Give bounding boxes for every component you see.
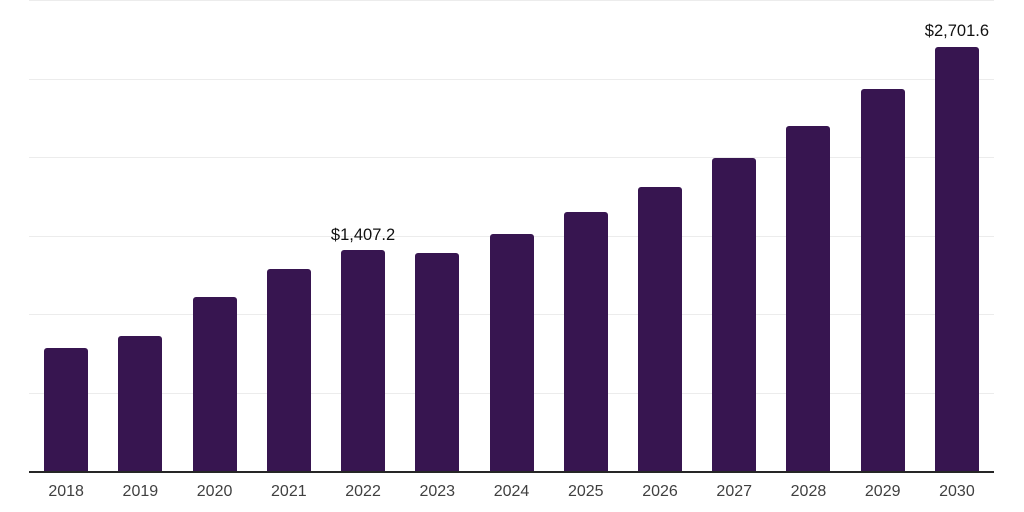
gridline (29, 0, 994, 1)
x-axis-tick-label: 2028 (790, 483, 827, 500)
bar-slot (400, 0, 474, 471)
bar (415, 253, 460, 471)
bar (934, 46, 979, 471)
bars-row: $1,407.2 $2,701.6 (29, 0, 994, 471)
gridline (29, 79, 994, 80)
bar (341, 250, 386, 471)
bar-slot (474, 0, 548, 471)
bar (563, 211, 608, 471)
bar-slot: $2,701.6 (920, 0, 994, 471)
x-axis-tick-label: 2021 (271, 483, 307, 500)
bar (44, 347, 89, 471)
x-axis-tick-label: 2024 (493, 483, 530, 500)
bar-slot (549, 0, 623, 471)
bar (266, 268, 311, 471)
bar-value-label: $1,407.2 (330, 225, 396, 244)
bar-slot (252, 0, 326, 471)
x-axis-tick-label: 2020 (196, 483, 233, 500)
x-axis-tick-label: 2018 (48, 483, 84, 500)
x-axis: 2018 2019 2020 2021 2022 2023 2024 2025 2026 2027… (29, 473, 994, 500)
x-axis-tick-label: 2026 (642, 483, 678, 500)
x-axis-tick-label: 2030 (939, 483, 975, 500)
x-axis-tick-label: 2022 (345, 483, 381, 500)
x-axis-tick-label: 2023 (419, 483, 456, 500)
bar-slot (103, 0, 177, 471)
x-axis-tick-label: 2029 (864, 483, 901, 500)
bar-slot (846, 0, 920, 471)
bar (192, 296, 237, 471)
bar-value-label: $2,701.6 (924, 22, 990, 41)
bar-slot (623, 0, 697, 471)
x-axis-tick-label: 2025 (567, 483, 604, 500)
bar (637, 187, 682, 471)
bar (712, 157, 757, 471)
x-axis-line (29, 471, 994, 473)
plot-area: $1,407.2 $2,701.6 (29, 0, 994, 471)
bar-slot (177, 0, 251, 471)
bar (860, 89, 905, 471)
bar-slot (771, 0, 845, 471)
bar (786, 125, 831, 471)
bar-slot (29, 0, 103, 471)
gridline (29, 157, 994, 158)
bar-slot (697, 0, 771, 471)
bar (118, 336, 163, 471)
bar (489, 233, 534, 471)
x-axis-tick-label: 2019 (122, 483, 159, 500)
x-axis-tick-label: 2027 (716, 483, 753, 500)
bar-slot: $1,407.2 (326, 0, 400, 471)
